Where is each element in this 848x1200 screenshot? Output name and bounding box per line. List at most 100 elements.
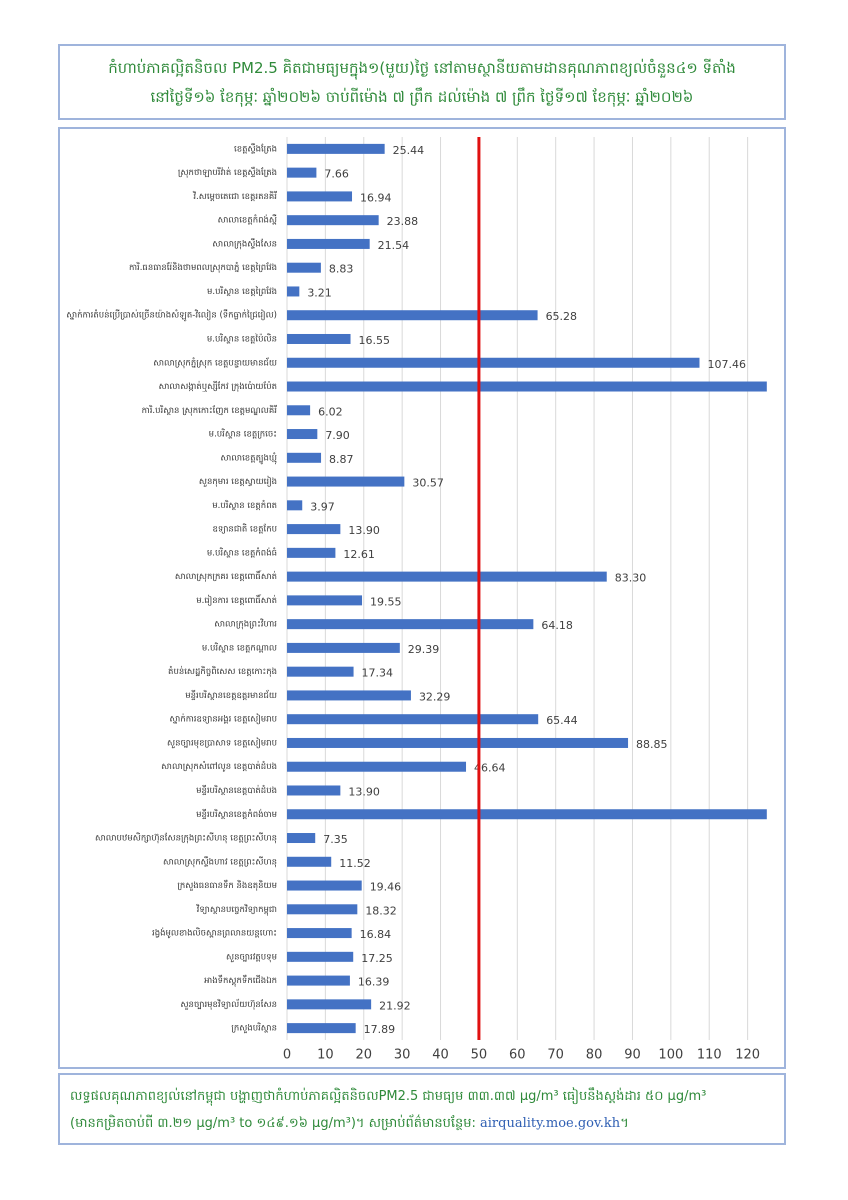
y-tick-label: មន្ទីរបរិស្ថានខេត្តឧត្តរមានជ័យ bbox=[185, 689, 277, 701]
footer-line: លទ្ធផលគុណភាពខ្យល់នៅកម្ពុជា បង្ហាញថាកំហាប… bbox=[70, 1089, 707, 1104]
y-tick-label: វិ.សម្តេចតេជោ ខេត្តរតនគិរី bbox=[192, 190, 277, 202]
y-tick-label: សាលាសង្កាត់ឬស្សីកែវ ក្រុងប៉ោយប៉ែត bbox=[159, 380, 277, 392]
y-tick-label: ស្រុកថាឡាបរិវ៉ាត់ ខេត្តស្ទឹងត្រែង bbox=[178, 166, 277, 178]
bar bbox=[287, 500, 303, 511]
bar bbox=[287, 191, 353, 202]
bar bbox=[287, 714, 539, 725]
bar bbox=[287, 333, 351, 344]
footer-line: (មានកម្រិតចាប់ពី ៣.២១ µg/m³ to ១៤៩.១៦ µg… bbox=[70, 1110, 774, 1137]
value-label: 16.39 bbox=[358, 976, 390, 989]
bar bbox=[287, 262, 321, 273]
y-tick-label: សាលាស្រុកក្រគរ ខេត្តពោធិ៍សាត់ bbox=[175, 570, 277, 582]
y-tick-label: រង្វង់មូលខាងលិចស្ពានព្រលានយន្តហោះ bbox=[152, 927, 277, 939]
value-label: 65.44 bbox=[546, 714, 578, 727]
x-tick-label: 70 bbox=[547, 1048, 564, 1063]
bar bbox=[287, 785, 341, 796]
y-tick-label: តំបន់សេដ្ឋកិច្ចពិសេស ខេត្តកោះកុង bbox=[168, 665, 277, 677]
y-tick-label: ម.បរិស្ថាន ខេត្តកំពង់ធំ bbox=[207, 546, 277, 558]
bar bbox=[287, 405, 311, 416]
value-label: 16.94 bbox=[360, 191, 392, 204]
value-label: 8.83 bbox=[329, 263, 354, 276]
y-tick-label: សាលាស្រុកសំពៅលូន ខេត្តបាត់ដំបង bbox=[161, 760, 277, 772]
bar bbox=[287, 286, 300, 297]
value-label: 13.90 bbox=[348, 785, 380, 798]
value-label: 6.02 bbox=[318, 405, 343, 418]
value-label: 7.66 bbox=[324, 168, 349, 181]
value-label: 19.46 bbox=[370, 881, 402, 894]
y-tick-label: វិទ្យាស្ថានបច្ចេកវិទ្យាកម្ពុជា bbox=[195, 903, 277, 916]
bar bbox=[287, 476, 405, 487]
bar bbox=[287, 595, 363, 606]
y-tick-label: សួនច្បារមុខប្រាសាទ ខេត្តសៀមរាប bbox=[167, 736, 277, 748]
value-label: 65.28 bbox=[546, 310, 578, 323]
value-label: 3.21 bbox=[307, 286, 332, 299]
bar bbox=[287, 975, 350, 986]
bar bbox=[287, 951, 354, 962]
value-label: 17.89 bbox=[364, 1023, 396, 1036]
value-label: 11.52 bbox=[339, 857, 371, 870]
bar bbox=[287, 856, 332, 867]
bar bbox=[287, 215, 379, 226]
y-tick-label: ម.បរិស្ថាន ខេត្តក្រចេះ bbox=[209, 428, 277, 440]
value-label: 83.30 bbox=[615, 572, 647, 585]
y-tick-label: សាលាក្រុងស្ទឹងសែន bbox=[212, 237, 277, 249]
footer-text: ។ bbox=[620, 1116, 629, 1131]
value-label: 32.29 bbox=[419, 690, 451, 703]
bar bbox=[287, 1023, 356, 1034]
bar bbox=[287, 619, 534, 630]
value-label: 8.87 bbox=[329, 453, 354, 466]
y-tick-label: សាលាក្រុងព្រះវិហារ bbox=[214, 618, 277, 630]
y-tick-label: សួនច្បារវត្តបទុម bbox=[226, 952, 277, 962]
value-label: 64.18 bbox=[541, 619, 573, 632]
value-label: 13.90 bbox=[348, 524, 380, 537]
y-tick-label: ក្រសួងធនធានទឹក និងឧតុនិយម bbox=[177, 879, 277, 891]
y-tick-label: សាលាស្រុកស្ទឹងហាវ ខេត្តព្រះសីហនុ bbox=[163, 855, 277, 867]
x-tick-label: 60 bbox=[509, 1048, 526, 1063]
value-label: 16.84 bbox=[360, 928, 392, 941]
bar bbox=[287, 452, 322, 463]
y-tick-label: ស្នាក់ការតំបន់ប្រើប្រាស់ច្រើនយ៉ាងសំឡូត-វ… bbox=[66, 309, 277, 322]
x-tick-label: 120 bbox=[735, 1048, 760, 1063]
bar bbox=[287, 761, 467, 772]
y-tick-label: មន្ទីរបរិស្ថានខេត្តកំពង់ចាម bbox=[196, 808, 277, 820]
bar bbox=[287, 143, 385, 154]
value-label: 7.35 bbox=[323, 833, 348, 846]
y-tick-label: ការិ.ធនធានរ៉ែនិងថាមពលស្រុកបាភ្នំ ខេត្តព្… bbox=[129, 261, 277, 273]
bar bbox=[287, 737, 629, 748]
y-tick-label: ក្រសួងបរិស្ថាន bbox=[231, 1022, 277, 1034]
bar bbox=[287, 690, 411, 701]
value-label: 17.34 bbox=[362, 667, 394, 680]
x-tick-label: 0 bbox=[283, 1048, 291, 1063]
x-tick-label: 10 bbox=[317, 1048, 334, 1063]
y-tick-label: សាលាស្រុកភ្នំស្រុក ខេត្តបន្ទាយមានជ័យ bbox=[153, 356, 277, 368]
bar bbox=[287, 642, 400, 653]
bar bbox=[287, 904, 358, 915]
link[interactable]: airquality.moe.gov.kh bbox=[480, 1116, 621, 1131]
chart-box bbox=[58, 127, 786, 1069]
x-tick-label: 100 bbox=[658, 1048, 683, 1063]
y-tick-label: ស្នាក់ការឧទ្យានអង្គរ ខេត្តសៀមរាប bbox=[170, 713, 277, 725]
bar bbox=[287, 167, 317, 178]
y-tick-label: ខេត្តស្ទឹងត្រែង bbox=[234, 142, 277, 154]
y-tick-label: ឧទ្យានជាតិ ខេត្តកែប bbox=[213, 523, 277, 535]
value-label: 88.85 bbox=[636, 738, 668, 751]
bar bbox=[287, 833, 316, 844]
y-tick-label: ម.បរិស្ថាន ខេត្តព្រៃវែង bbox=[207, 285, 277, 297]
x-tick-label: 80 bbox=[586, 1048, 603, 1063]
y-tick-label: សាលាខេត្តកំពង់ស្ពឺ bbox=[218, 214, 277, 226]
title-box: កំហាប់ភាគល្អិតនិចល PM2.5 គិតជាមធ្យមក្នុង… bbox=[58, 44, 786, 120]
y-tick-label: មន្ទីរបរិស្ថានខេត្តបាត់ដំបង bbox=[196, 784, 277, 796]
footer-box: លទ្ធផលគុណភាពខ្យល់នៅកម្ពុជា បង្ហាញថាកំហាប… bbox=[58, 1073, 786, 1145]
y-tick-label: សាលាខេត្តត្បូងឃ្មុំ bbox=[221, 451, 278, 464]
value-label: 21.92 bbox=[379, 999, 411, 1012]
y-tick-label: ម.រៀនការ ខេត្តពោធិ៍សាត់ bbox=[196, 594, 277, 606]
value-label: 19.55 bbox=[370, 595, 402, 608]
value-label: 46.64 bbox=[474, 762, 506, 775]
bar bbox=[287, 524, 341, 535]
y-tick-label: អាងទឹកស្តុកទឹកជើងឯក bbox=[204, 974, 277, 987]
bar bbox=[287, 880, 362, 891]
value-label: 7.90 bbox=[325, 429, 350, 442]
bar bbox=[287, 571, 607, 582]
bar bbox=[287, 809, 767, 820]
